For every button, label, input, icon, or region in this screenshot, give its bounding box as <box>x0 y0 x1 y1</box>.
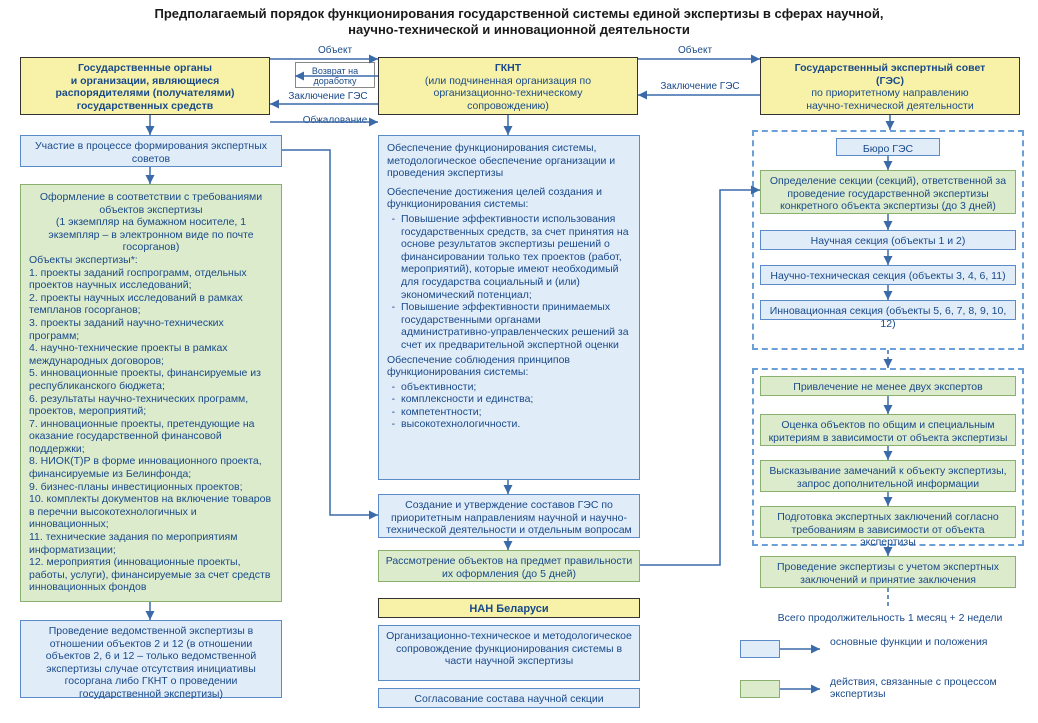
center-a-b5: компетентности; <box>401 406 631 419</box>
edge-concl1: Заключение ГЭС <box>283 91 373 102</box>
left-b-i4: 5. инновационные проекты, финансируемые … <box>29 367 273 392</box>
center-a-p2: Обеспечение достижения целей создания и … <box>387 186 631 211</box>
edge-return-box: Возврат на доработку <box>295 62 375 88</box>
left-b: Оформление в соответствии с требованиями… <box>20 184 282 602</box>
right-duration: Всего продолжительность 1 месяц + 2 неде… <box>760 612 1020 624</box>
center-a: Обеспечение функционирования системы, ме… <box>378 135 640 480</box>
left-b-i11: 12. мероприятия (инновационные проекты, … <box>29 556 273 594</box>
left-b-i5: 6. результаты научно-технических програм… <box>29 393 273 418</box>
header-center-l1: ГКНТ <box>495 62 521 74</box>
left-b-i9: 10. комплекты документов на включение то… <box>29 493 273 531</box>
left-b-i7: 8. НИОК(Т)Р в форме инновационного проек… <box>29 455 273 480</box>
left-b-i10: 11. технические задания по мероприятиям … <box>29 531 273 556</box>
center-b: Создание и утверждение составов ГЭС по п… <box>378 494 640 538</box>
header-left-l1: Государственные органы <box>78 62 212 74</box>
center-a-p3: Обеспечение соблюдения принципов функцио… <box>387 354 631 379</box>
header-left-l2: и организации, являющиеся <box>71 75 220 87</box>
right-r9: Проведение экспертизы с учетом экспертны… <box>760 556 1016 588</box>
left-b-i2: 3. проекты заданий научно-технических пр… <box>29 317 273 342</box>
header-right-l1: Государственный экспертный совет <box>795 62 986 74</box>
legend-l1: основные функции и положения <box>830 636 1010 648</box>
left-b-list-title: Объекты экспертизы*: <box>29 254 273 267</box>
header-right-l3: по приоритетному направлению <box>811 87 968 99</box>
right-r5: Привлечение не менее двух экспертов <box>760 376 1016 396</box>
center-a-b6: высокотехнологичности. <box>401 418 631 431</box>
header-center-l4: сопровождению) <box>467 100 549 112</box>
edge-concl2: Заключение ГЭС <box>650 81 750 92</box>
legend-l2: действия, связанные с процессом эксперти… <box>830 676 1010 700</box>
page-title-l1: Предполагаемый порядок функционирования … <box>0 6 1038 21</box>
left-a: Участие в процессе формирования экспертн… <box>20 135 282 167</box>
header-right: Государственный экспертный совет (ГЭС) п… <box>760 57 1020 115</box>
center-a-b3: объективности; <box>401 381 631 394</box>
legend-blue-sample <box>740 640 780 658</box>
nan-header: НАН Беларуси <box>378 598 640 618</box>
right-r4: Инновационная секция (объекты 5, 6, 7, 8… <box>760 300 1016 320</box>
page-title-l2: научно-технической и инновационной деяте… <box>0 22 1038 37</box>
left-b-sub: (1 экземпляр на бумажном носителе, 1 экз… <box>29 216 273 254</box>
nan-a: Организационно-техническое и методологич… <box>378 625 640 681</box>
left-b-i3: 4. научно-технические проекты в рамках м… <box>29 342 273 367</box>
legend-green-sample <box>740 680 780 698</box>
right-r7: Высказывание замечаний к объекту эксперт… <box>760 460 1016 492</box>
header-left: Государственные органы и организации, яв… <box>20 57 270 115</box>
center-a-b1: Повышение эффективности использования го… <box>401 213 631 301</box>
center-a-p1: Обеспечение функционирования системы, ме… <box>387 142 631 180</box>
header-center: ГКНТ (или подчиненная организация по орг… <box>378 57 638 115</box>
left-b-i0: 1. проекты заданий госпрограмм, отдельны… <box>29 267 273 292</box>
left-c: Проведение ведомственной экспертизы в от… <box>20 620 282 698</box>
edge-appeal: Обжалование <box>290 115 380 126</box>
right-r1: Определение секции (секций), ответственн… <box>760 170 1016 214</box>
header-center-l2: (или подчиненная организация по <box>425 75 591 87</box>
nan-b: Согласование состава научной секции <box>378 688 640 708</box>
edge-obj1: Объект <box>300 45 370 56</box>
right-r6: Оценка объектов по общим и специальным к… <box>760 414 1016 446</box>
left-b-title: Оформление в соответствии с требованиями… <box>29 191 273 216</box>
center-a-b4: комплексности и единства; <box>401 393 631 406</box>
header-right-l4: научно-технической деятельности <box>806 100 973 112</box>
header-center-l3: организационно-техническому <box>434 87 583 99</box>
edge-obj2: Объект <box>660 45 730 56</box>
right-r8: Подготовка экспертных заключений согласн… <box>760 506 1016 538</box>
center-c: Рассмотрение объектов на предмет правиль… <box>378 550 640 582</box>
left-b-i6: 7. инновационные проекты, претендующие н… <box>29 418 273 456</box>
right-r2: Научная секция (объекты 1 и 2) <box>760 230 1016 250</box>
center-a-b2: Повышение эффективности принимаемых госу… <box>401 301 631 351</box>
header-left-l4: государственных средств <box>77 100 213 112</box>
left-b-i1: 2. проекты научных исследований в рамках… <box>29 292 273 317</box>
right-bureau: Бюро ГЭС <box>836 138 940 156</box>
right-r3: Научно-техническая секция (объекты 3, 4,… <box>760 265 1016 285</box>
header-left-l3: распорядителями (получателями) <box>55 87 234 99</box>
left-b-i8: 9. бизнес-планы инвестиционных проектов; <box>29 481 273 494</box>
header-right-l2: (ГЭС) <box>876 75 904 87</box>
